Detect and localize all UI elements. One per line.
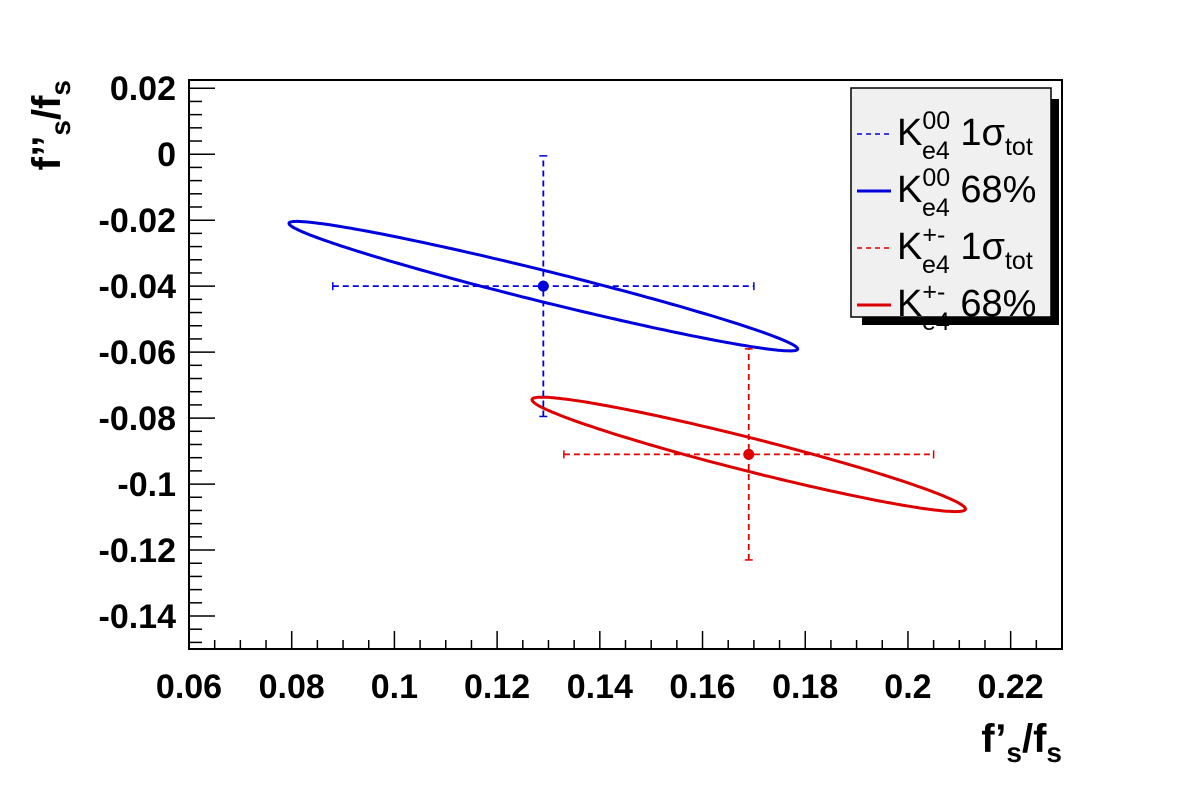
marker — [537, 280, 549, 292]
x-tick-label: 0.16 — [669, 668, 735, 706]
x-tick-label: 0.18 — [772, 668, 838, 706]
y-axis-title: f’’s/fs — [25, 80, 76, 170]
x-tick-label: 0.12 — [464, 668, 530, 706]
y-tick-label: -0.02 — [99, 202, 177, 240]
data-point-kpm — [563, 348, 935, 561]
legend-label: K+-e4 1σtot — [897, 221, 1033, 279]
plot-content — [287, 155, 968, 561]
contour-kpm-68 — [530, 395, 968, 514]
axes: 0.06 0.08 0.1 0.12 0.14 0.16 0.18 0.2 0.22 0.02 0 -… — [99, 70, 1063, 706]
y-tick-label: -0.08 — [99, 400, 177, 438]
y-tick-label: -0.06 — [99, 334, 177, 372]
legend-item: K00 e4 1σtot — [857, 107, 1033, 165]
x-tick-label: 0.14 — [567, 668, 633, 706]
x-tick-label: 0.06 — [156, 668, 222, 706]
legend-item: K+-e4 1σtot — [857, 221, 1033, 279]
legend-label: K00 e4 1σtot — [897, 107, 1033, 165]
y-tick-label: -0.12 — [99, 532, 177, 570]
x-tick-label: 0.1 — [371, 668, 418, 706]
contour-k00-68 — [287, 219, 800, 353]
legend-item: K00 e4 68% — [857, 164, 1036, 222]
marker — [743, 448, 755, 460]
y-tick-label: -0.14 — [99, 598, 177, 636]
data-point-k00 — [332, 155, 755, 418]
x-tick-label: 0.2 — [884, 668, 931, 706]
legend-item: K+-e4 68% — [857, 278, 1036, 336]
y-tick-label: 0 — [157, 136, 176, 174]
y-tick-label: -0.04 — [99, 268, 177, 306]
y-tick-label: -0.1 — [117, 466, 176, 504]
y-tick-label: 0.02 — [110, 70, 176, 108]
x-tick-label: 0.08 — [259, 668, 325, 706]
x-axis-title: f’s/fs — [981, 717, 1062, 768]
legend-label: K+-e4 68% — [897, 278, 1036, 336]
legend-box — [850, 87, 1052, 318]
x-tick-label: 0.22 — [978, 668, 1044, 706]
legend-label: K00 e4 68% — [897, 164, 1036, 222]
